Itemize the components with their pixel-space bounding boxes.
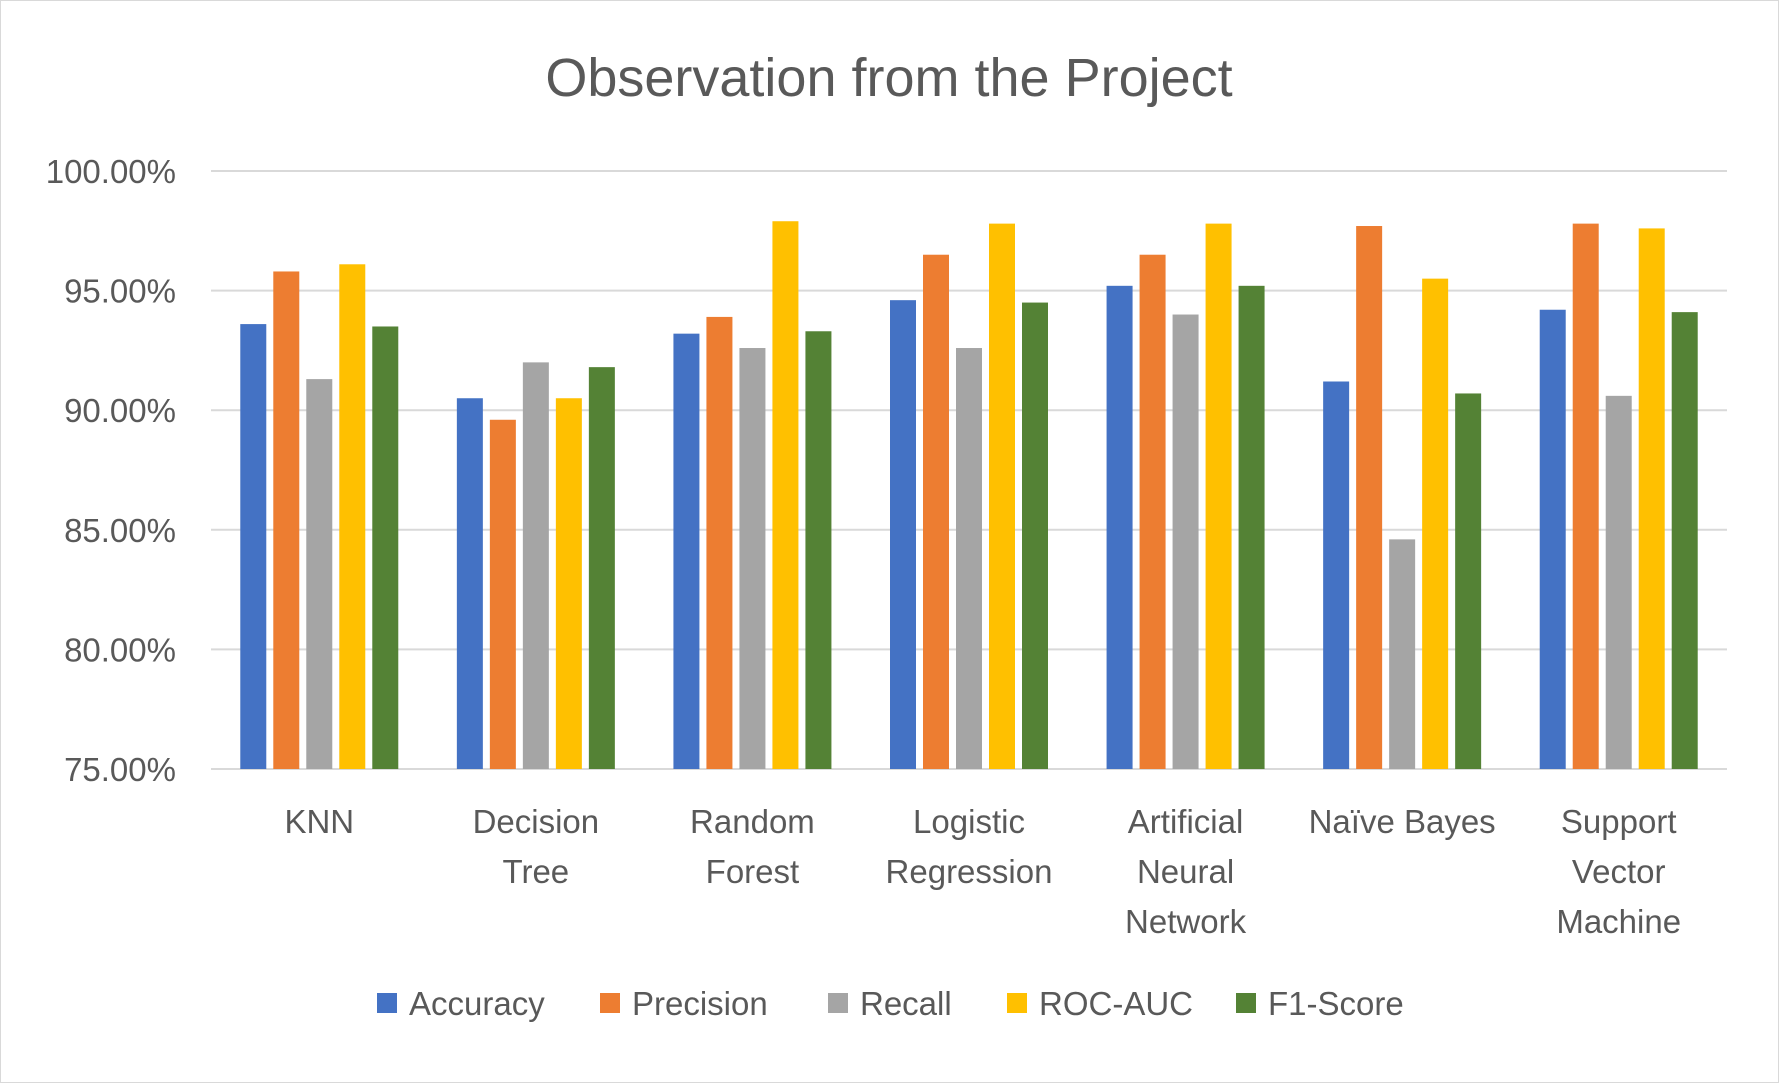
legend-swatch	[1236, 993, 1256, 1013]
bar-f1-score	[1238, 285, 1265, 769]
bar-roc-auc	[555, 398, 582, 769]
y-tick-label: 95.00%	[64, 273, 176, 310]
bar-accuracy	[1323, 381, 1350, 769]
x-category-label: KNN	[284, 803, 354, 840]
legend-item: ROC-AUC	[1007, 985, 1193, 1022]
bar-roc-auc	[989, 223, 1015, 769]
x-category-line: Regression	[886, 853, 1053, 890]
x-category-line: Naïve Bayes	[1309, 803, 1496, 840]
y-tick-label: 90.00%	[64, 392, 176, 429]
bar-precision	[1572, 223, 1599, 769]
bar-f1-score	[372, 326, 399, 769]
bar-f1-score	[588, 367, 615, 769]
bar-accuracy	[890, 300, 916, 769]
x-axis-categories: KNN Decision Tree Random Forest Logistic Regre…	[284, 803, 1681, 940]
y-tick-label: 80.00%	[64, 631, 176, 668]
x-category-line: Support	[1561, 803, 1677, 840]
bar-f1-score	[805, 331, 832, 769]
x-category-line: Logistic	[913, 803, 1025, 840]
legend-label: Accuracy	[409, 985, 545, 1022]
bar-accuracy	[1106, 285, 1133, 769]
bar-recall	[1605, 395, 1632, 769]
bar-precision	[1139, 254, 1166, 770]
y-tick-label: 100.00%	[46, 153, 176, 190]
bar-roc-auc	[1638, 228, 1665, 769]
bar-roc-auc	[1205, 223, 1232, 769]
y-tick-label: 85.00%	[64, 512, 176, 549]
bar-recall	[1389, 539, 1416, 769]
x-category-line: Decision	[473, 803, 600, 840]
bar-precision	[706, 316, 733, 769]
legend-swatch	[828, 993, 848, 1013]
y-tick-label: 75.00%	[64, 751, 176, 788]
bar-recall	[956, 348, 982, 769]
bars	[240, 221, 1698, 770]
x-category-label: Naïve Bayes	[1309, 803, 1496, 840]
x-category-line: Vector	[1572, 853, 1666, 890]
legend-swatch	[600, 993, 620, 1013]
bar-precision	[923, 254, 949, 770]
legend-item: Accuracy	[377, 985, 545, 1022]
x-category-line: KNN	[284, 803, 354, 840]
x-category-line: Machine	[1556, 903, 1681, 940]
legend-label: ROC-AUC	[1039, 985, 1193, 1022]
bar-precision	[1356, 226, 1383, 770]
bar-accuracy	[1539, 309, 1566, 769]
x-category-line: Tree	[503, 853, 570, 890]
bar-roc-auc	[339, 264, 366, 769]
bar-recall	[739, 348, 766, 769]
legend: Accuracy Precision Recall ROC-AUC F1-Score	[377, 985, 1404, 1022]
x-category-label: Decision Tree	[473, 803, 600, 890]
legend-item: Recall	[828, 985, 952, 1022]
legend-label: Recall	[860, 985, 952, 1022]
chart-title: Observation from the Project	[545, 48, 1232, 108]
x-category-label: Logistic Regression	[886, 803, 1053, 890]
bar-precision	[273, 271, 300, 769]
x-category-line: Forest	[706, 853, 800, 890]
bar-recall	[1172, 314, 1199, 769]
legend-swatch	[1007, 993, 1027, 1013]
bar-roc-auc	[1422, 278, 1449, 769]
bar-precision	[489, 419, 516, 769]
bar-f1-score	[1671, 312, 1698, 769]
bar-accuracy	[673, 333, 700, 769]
legend-item: Precision	[600, 985, 768, 1022]
y-axis-ticks: 100.00% 95.00% 90.00% 85.00% 80.00% 75.00%	[46, 153, 176, 788]
x-category-line: Artificial	[1128, 803, 1244, 840]
bar-roc-auc	[772, 221, 799, 769]
x-category-label: Artificial Neural Network	[1125, 803, 1247, 940]
bar-f1-score	[1022, 302, 1048, 769]
bar-recall	[306, 379, 333, 769]
x-category-line: Neural	[1137, 853, 1234, 890]
bar-f1-score	[1455, 393, 1482, 769]
bar-recall	[522, 362, 549, 769]
legend-label: F1-Score	[1268, 985, 1404, 1022]
legend-item: F1-Score	[1236, 985, 1404, 1022]
bar-accuracy	[240, 324, 267, 769]
legend-label: Precision	[632, 985, 768, 1022]
x-category-label: Random Forest	[690, 803, 815, 890]
x-category-line: Network	[1125, 903, 1247, 940]
legend-swatch	[377, 993, 397, 1013]
x-category-line: Random	[690, 803, 815, 840]
x-category-label: Support Vector Machine	[1556, 803, 1681, 940]
bar-accuracy	[456, 398, 483, 769]
